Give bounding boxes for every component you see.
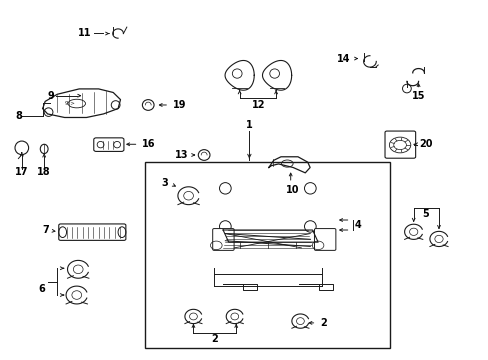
Text: 10: 10 (286, 185, 299, 195)
Text: 13: 13 (175, 150, 188, 160)
Text: 5: 5 (421, 209, 428, 219)
Text: 14: 14 (336, 54, 350, 64)
Text: 20: 20 (419, 139, 432, 149)
Text: 19: 19 (172, 100, 185, 110)
Text: 2: 2 (210, 334, 217, 343)
Text: 9 >: 9 > (64, 101, 74, 106)
Text: 17: 17 (15, 167, 28, 177)
Text: 8: 8 (15, 111, 22, 121)
FancyBboxPatch shape (59, 224, 125, 240)
Text: 15: 15 (411, 91, 425, 102)
Bar (144, 162, 389, 348)
Text: 11: 11 (78, 28, 91, 38)
Text: 1: 1 (245, 120, 252, 130)
Text: 9: 9 (47, 91, 54, 101)
FancyBboxPatch shape (314, 229, 335, 250)
FancyBboxPatch shape (384, 131, 415, 158)
Text: 18: 18 (37, 167, 51, 177)
Text: 12: 12 (252, 100, 265, 110)
Text: 2: 2 (319, 318, 326, 328)
Text: 3: 3 (161, 178, 167, 188)
FancyBboxPatch shape (212, 229, 234, 250)
Text: 4: 4 (354, 220, 361, 230)
FancyBboxPatch shape (94, 138, 123, 152)
Text: 7: 7 (42, 225, 49, 235)
Text: 6: 6 (39, 284, 45, 294)
Text: 16: 16 (142, 139, 156, 149)
